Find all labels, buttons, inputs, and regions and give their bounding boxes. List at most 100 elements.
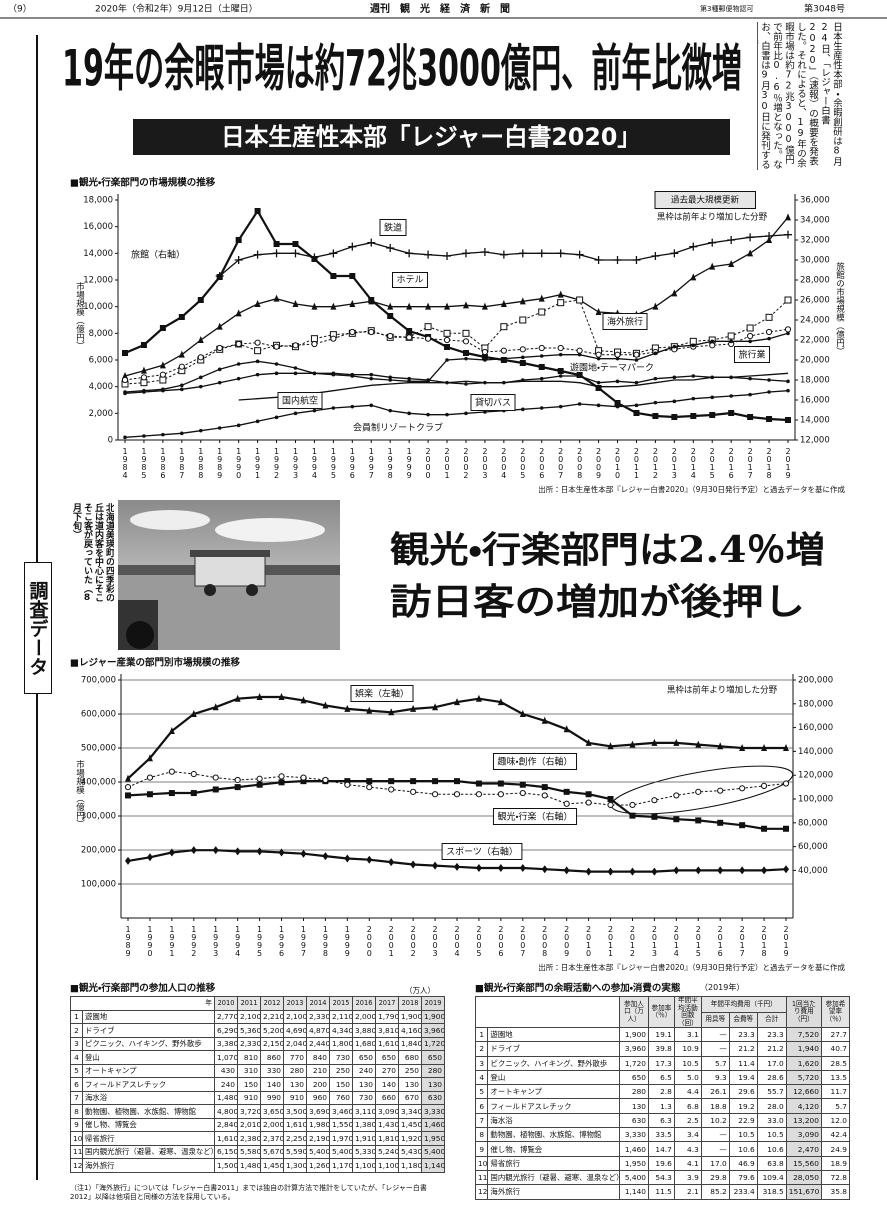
header-cell: 2013 [283, 996, 307, 1011]
marker [190, 846, 197, 855]
marker [784, 230, 792, 239]
series-label: 娯楽（左軸） [355, 688, 409, 700]
header-cell: 2012 [260, 996, 284, 1011]
marker [464, 356, 468, 361]
y2-tick-label: 36,000 [800, 196, 830, 206]
label-frame [379, 219, 407, 236]
row-number: 12 [474, 1184, 489, 1200]
marker [344, 778, 351, 785]
cell: 1,430 [375, 1117, 399, 1132]
marker [651, 738, 658, 746]
x-tick-label: 2016 [727, 447, 736, 479]
annotation-frame [654, 191, 756, 209]
x-tick-label: 2008 [540, 925, 549, 957]
marker [123, 435, 127, 440]
cell: 29.8 [700, 1169, 730, 1186]
marker [558, 374, 563, 378]
header-cell: 参加率（％） [647, 996, 675, 1028]
table-row: 5 オートキャンプ 430 310 330 280 210 250 240 270 250 280 [70, 1063, 445, 1078]
marker [366, 706, 373, 714]
cell: 5.0 [673, 1069, 702, 1086]
row-number: 10 [474, 1155, 489, 1171]
series-label: 遊園地・テーマパーク [570, 362, 654, 374]
cell: 1,790 [375, 1009, 399, 1024]
marker [256, 847, 263, 856]
y2-tick-label: 18,000 [800, 376, 830, 386]
cell: 2.8 [647, 1084, 675, 1100]
marker [350, 404, 355, 409]
cell: 5.7 [700, 1055, 730, 1071]
cell: 3,880 [352, 1023, 376, 1038]
x-tick-label: 2012 [651, 447, 660, 479]
row-number: 5 [474, 1084, 489, 1100]
chart-title: ■レジャー産業の部門別市場規模の推移 [70, 657, 241, 669]
cell: 1,100 [375, 1158, 399, 1173]
cell: 210 [306, 1063, 330, 1078]
marker [197, 354, 204, 361]
marker [537, 249, 546, 258]
x-tick-label: 2019 [782, 925, 791, 957]
cell: 21.2 [756, 1041, 787, 1057]
x-tick-label: 1995 [255, 925, 264, 957]
row-item: 遊園地 [487, 1026, 620, 1043]
table-row: 8 動物園、植物園、水族館、博物館 4,800 3,720 3,650 3,500 3,69… [70, 1104, 445, 1119]
marker [311, 340, 318, 348]
y-tick-label: 10,000 [83, 302, 113, 312]
marker [558, 352, 563, 357]
label-frame [391, 272, 429, 288]
marker [576, 296, 584, 304]
header-cell: 年 [70, 996, 215, 1011]
marker [629, 812, 636, 819]
marker [444, 344, 451, 350]
marker [368, 297, 375, 303]
table-row: 2 ドライブ 6,290 5,360 5,200 4,690 4,870 4,340 3,880… [70, 1023, 445, 1038]
marker [236, 423, 241, 428]
cell: 430 [214, 1063, 238, 1078]
cell: 3.1 [673, 1026, 702, 1043]
cell: 1,840 [398, 1036, 422, 1051]
marker [695, 817, 702, 824]
x-tick-label: 1997 [367, 447, 376, 479]
marker [475, 694, 482, 702]
marker [235, 340, 242, 348]
cell: 17.3 [647, 1055, 675, 1071]
cell: 2,040 [283, 1036, 307, 1051]
marker [125, 792, 131, 799]
cell: 63.8 [756, 1155, 787, 1171]
y2-tick-label: 60,000 [798, 842, 828, 852]
marker [212, 774, 219, 781]
marker [369, 372, 374, 377]
annotation: 黒枠は前年より増加した分野 [667, 685, 778, 696]
row-item: 海外旅行 [82, 1158, 215, 1173]
marker [369, 376, 374, 381]
cell: 3,960 [421, 1023, 445, 1038]
marker [329, 249, 338, 258]
cell: 3,330 [618, 1127, 649, 1143]
cell: 1,970 [329, 1131, 353, 1146]
marker [577, 352, 582, 357]
marker [651, 867, 658, 876]
cell: 233.4 [728, 1184, 758, 1200]
marker [406, 328, 413, 334]
marker [180, 387, 184, 392]
cell: 3,500 [283, 1104, 307, 1119]
cell: 3,110 [352, 1104, 376, 1119]
x-tick-label: 2017 [746, 447, 755, 479]
marker [366, 784, 373, 791]
marker [198, 428, 203, 433]
marker [180, 431, 184, 436]
x-tick-label: 2003 [431, 925, 440, 957]
x-tick-label: 2016 [716, 925, 725, 957]
marker [521, 407, 525, 412]
marker [410, 704, 417, 712]
marker [331, 371, 336, 376]
series-line [124, 328, 789, 381]
x-tick-label: 1987 [177, 447, 186, 479]
marker [293, 366, 298, 370]
marker [651, 252, 660, 260]
marker [652, 413, 659, 419]
cell: 23.3 [728, 1026, 758, 1043]
row-item: オートキャンプ [82, 1063, 215, 1078]
cell: 240 [214, 1077, 238, 1092]
cell: 1,920 [398, 1131, 422, 1146]
